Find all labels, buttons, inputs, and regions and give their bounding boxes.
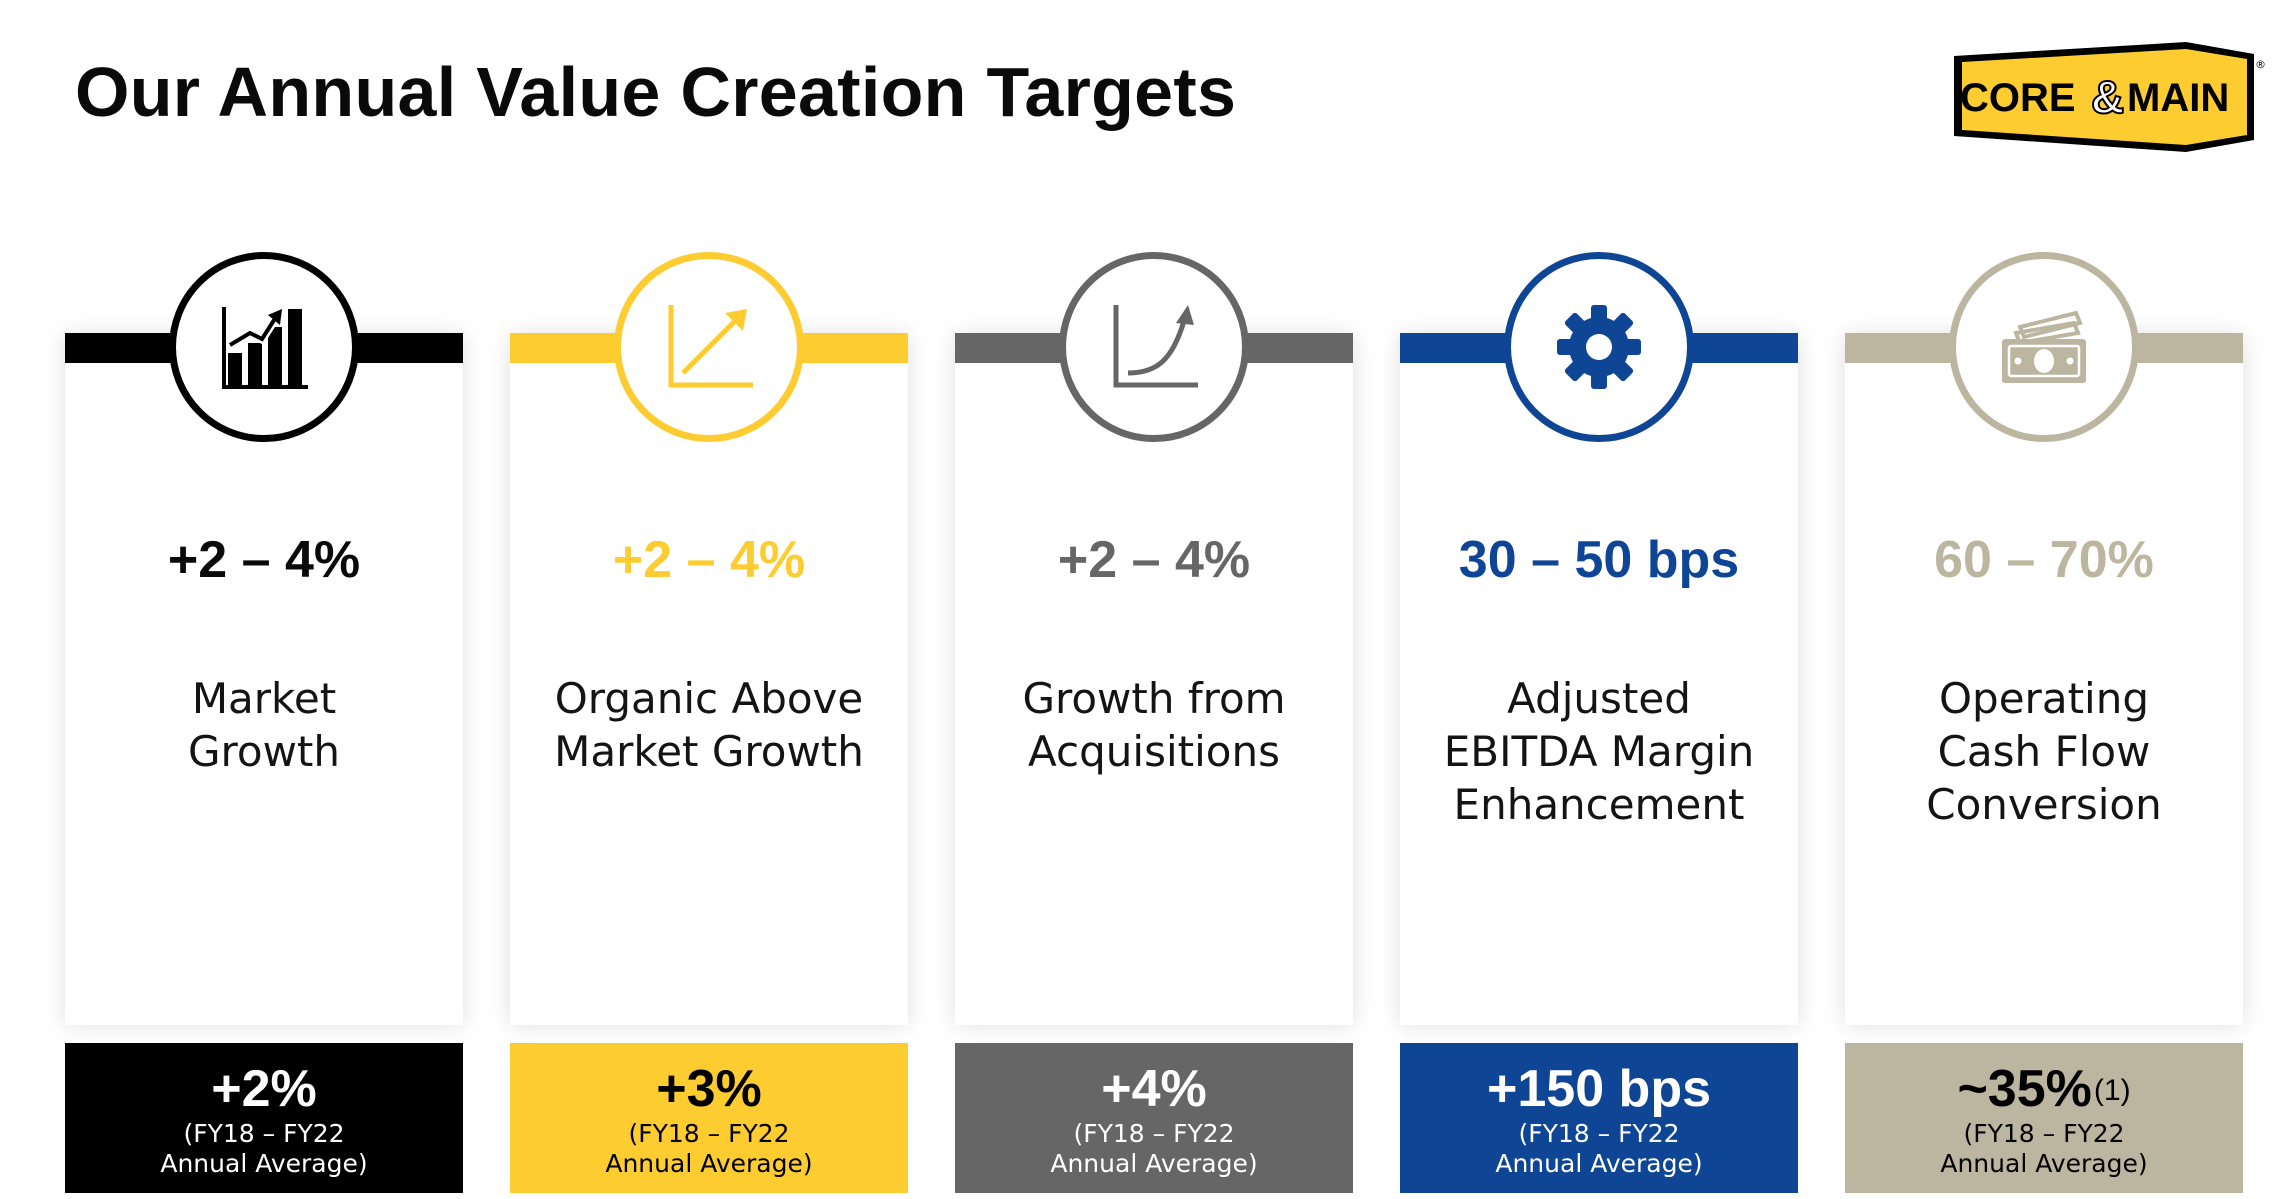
historical-basis: Annual Average) (1940, 1149, 2148, 1178)
logo-registered-mark: ® (2255, 58, 2266, 71)
target-metric: 60 – 70% (1934, 531, 2154, 589)
target-description: Operating Cash Flow Conversion (1926, 674, 2162, 829)
historical-value: ~35%(1) (1957, 1060, 2131, 1118)
target-description: Market Growth (187, 674, 341, 776)
historical-period: (FY18 – FY22 (1073, 1119, 1235, 1148)
historical-basis: Annual Average) (1495, 1149, 1703, 1178)
historical-period: (FY18 – FY22 (183, 1119, 345, 1148)
icon-circle (1504, 252, 1694, 442)
bar-chart-icon (222, 307, 308, 389)
icon-circle (169, 252, 359, 442)
exponential-curve-icon (1113, 305, 1198, 388)
target-card-organic-growth (510, 335, 908, 1025)
historical-value: +4% (1101, 1060, 1207, 1118)
icon-circle (1059, 252, 1249, 442)
logo-text-main: MAIN (2127, 76, 2229, 120)
icon-circle (614, 252, 804, 442)
historical-footer: +3% (FY18 – FY22 Annual Average) (510, 1043, 908, 1193)
target-card-ebitda-margin (1400, 335, 1798, 1025)
historical-basis: Annual Average) (605, 1149, 813, 1178)
historical-footer: +2% (FY18 – FY22 Annual Average) (65, 1043, 463, 1193)
historical-footer: +4% (FY18 – FY22 Annual Average) (955, 1043, 1353, 1193)
gear-icon (1557, 305, 1641, 389)
historical-value: +3% (656, 1060, 762, 1118)
page-title: Our Annual Value Creation Targets (75, 53, 1237, 131)
target-card-acquisitions (955, 335, 1353, 1025)
historical-value: +150 bps (1486, 1060, 1712, 1118)
historical-period: (FY18 – FY22 (1518, 1119, 1680, 1148)
core-and-main-logo: CORE & MAIN ® (1954, 42, 2266, 152)
target-description: Growth from Acquisitions (1022, 674, 1286, 776)
historical-basis: Annual Average) (1050, 1149, 1258, 1178)
footnote-marker: (1) (2093, 1074, 2131, 1107)
trend-line-icon (668, 305, 753, 388)
logo-text-core: CORE (1960, 76, 2076, 120)
cash-icon (2002, 310, 2086, 383)
historical-basis: Annual Average) (160, 1149, 368, 1178)
icon-circle (1949, 252, 2139, 442)
target-metric: 30 – 50 bps (1458, 531, 1740, 589)
target-card-cash-flow (1845, 335, 2243, 1025)
target-card-market-growth (65, 335, 463, 1025)
historical-value: +2% (211, 1060, 317, 1118)
target-metric: +2 – 4% (1057, 531, 1251, 589)
target-metric: +2 – 4% (612, 531, 806, 589)
historical-period: (FY18 – FY22 (628, 1119, 790, 1148)
historical-footer: ~35%(1) (FY18 – FY22 Annual Average) (1845, 1043, 2243, 1193)
historical-period: (FY18 – FY22 (1963, 1119, 2125, 1148)
target-metric: +2 – 4% (167, 531, 361, 589)
target-description: Adjusted EBITDA Margin Enhancement (1443, 674, 1755, 829)
target-description: Organic Above Market Growth (554, 674, 864, 776)
logo-text-amp: & (2091, 71, 2124, 123)
historical-footer: +150 bps (FY18 – FY22 Annual Average) (1400, 1043, 1798, 1193)
